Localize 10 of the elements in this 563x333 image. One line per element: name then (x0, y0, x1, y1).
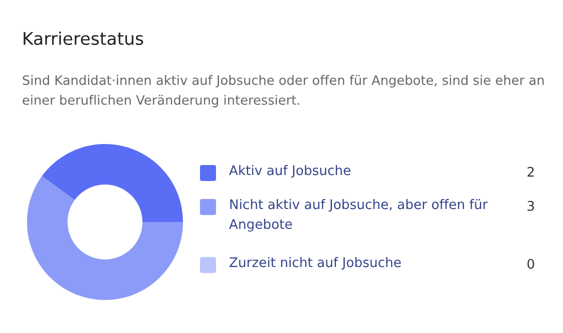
donut-slice (42, 144, 183, 222)
data-label: 3 (528, 200, 534, 211)
donut-slice (27, 176, 183, 300)
legend-label: Aktiv auf Jobsuche (229, 165, 350, 178)
legend-label: Zurzeit nicht auf Jobsuche (230, 257, 401, 270)
chart-title: Karrierestatus (24, 32, 144, 46)
legend-label: Nicht aktiv auf Jobsuche, aber offen für Angebote (229, 199, 488, 232)
data-label: 2 (528, 166, 534, 177)
chart-subtitle: Sind Kandidat·innen aktiv auf Jobsuche oder offen für Angebote, sind sie eher an einer beruflichen Veränderung interessiert. (22, 75, 544, 108)
text: 0 (527, 258, 534, 269)
